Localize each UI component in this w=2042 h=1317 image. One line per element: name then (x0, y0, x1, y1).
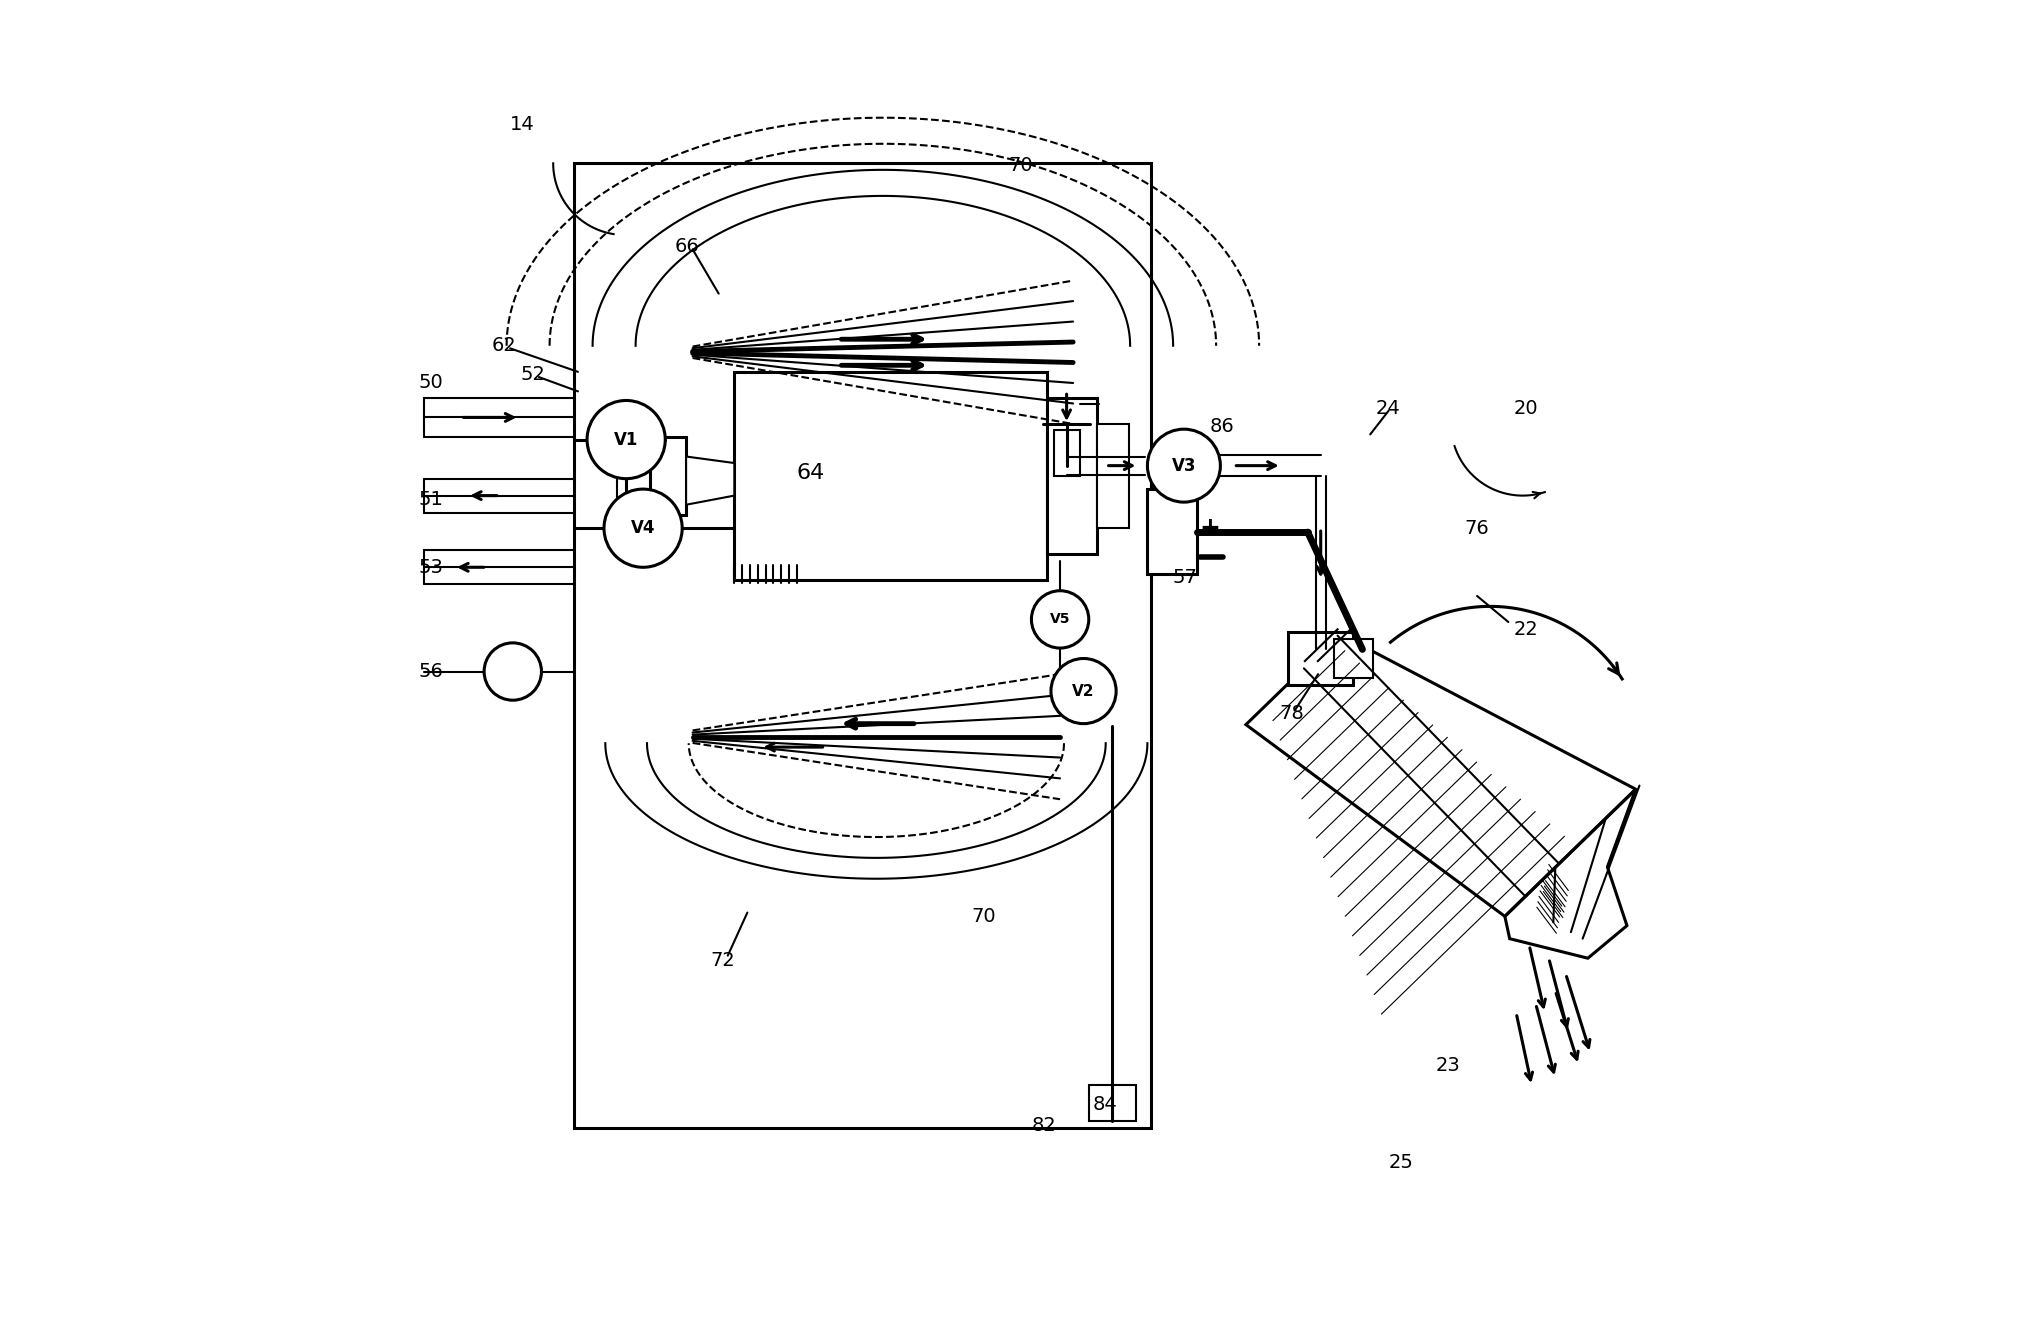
Circle shape (586, 400, 666, 478)
Text: V6: V6 (504, 665, 523, 678)
Text: V5: V5 (1050, 612, 1070, 627)
Text: 86: 86 (1211, 417, 1235, 436)
Bar (1148, 489, 1197, 574)
Bar (617, 453, 649, 504)
Text: 84: 84 (1092, 1094, 1117, 1114)
Bar (1097, 424, 1129, 528)
Text: 70: 70 (1009, 157, 1033, 175)
Bar (1048, 398, 1097, 554)
Circle shape (484, 643, 541, 701)
Text: 24: 24 (1376, 399, 1401, 417)
Circle shape (1052, 658, 1117, 723)
Bar (574, 163, 1152, 1127)
Text: 56: 56 (419, 662, 443, 681)
Text: V2: V2 (1072, 684, 1095, 698)
Text: 57: 57 (1172, 568, 1197, 587)
Polygon shape (686, 457, 735, 504)
Text: 66: 66 (674, 237, 698, 257)
Text: V3: V3 (1172, 457, 1197, 474)
Bar (649, 437, 686, 515)
Text: 72: 72 (711, 951, 735, 971)
Circle shape (604, 489, 682, 568)
Bar (1088, 1085, 1135, 1121)
Text: 51: 51 (419, 490, 443, 508)
Bar (735, 371, 1048, 581)
Text: V4: V4 (631, 519, 655, 537)
Text: 62: 62 (492, 336, 517, 356)
Text: 25: 25 (1389, 1154, 1413, 1172)
Text: 53: 53 (419, 558, 443, 577)
Text: 70: 70 (972, 907, 996, 926)
Circle shape (1031, 591, 1088, 648)
Text: V1: V1 (615, 431, 639, 449)
Text: 52: 52 (521, 365, 545, 385)
Text: 78: 78 (1278, 703, 1303, 723)
Bar (1333, 639, 1372, 678)
Circle shape (1148, 429, 1221, 502)
Text: 50: 50 (419, 373, 443, 391)
Text: +: + (1199, 516, 1221, 540)
Text: 76: 76 (1464, 519, 1489, 537)
Bar (1054, 431, 1080, 475)
Text: 82: 82 (1031, 1115, 1056, 1134)
Bar (1289, 632, 1354, 685)
Text: 22: 22 (1513, 620, 1538, 639)
Text: 23: 23 (1436, 1055, 1460, 1075)
Text: 14: 14 (510, 115, 535, 134)
Text: 64: 64 (796, 464, 825, 483)
Text: 20: 20 (1513, 399, 1538, 417)
